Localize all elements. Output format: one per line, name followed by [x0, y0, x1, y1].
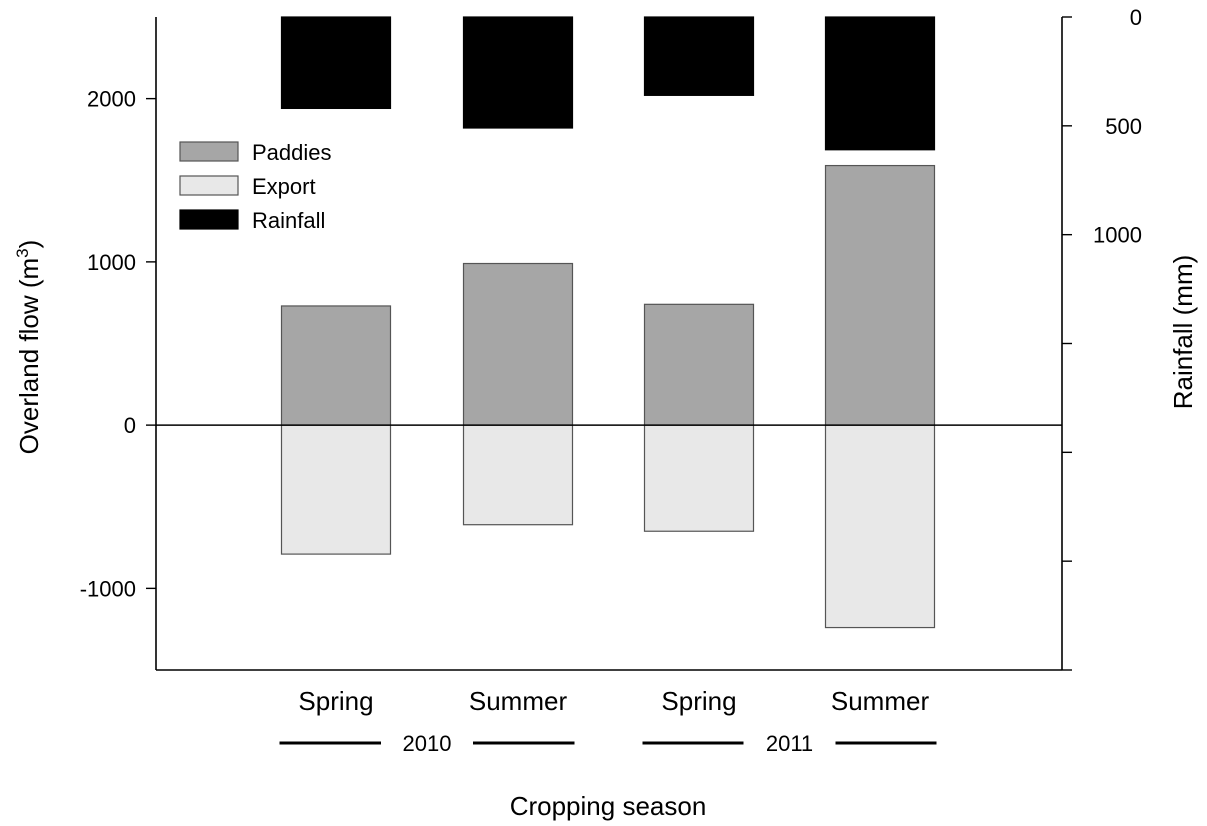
paddies-bar-1	[280, 305, 392, 426]
legend-swatch-export	[179, 175, 239, 196]
rainfall-bar-3	[643, 16, 755, 96]
legend-label-rainfall: Rainfall	[252, 208, 325, 233]
legend-swatch-paddies	[179, 141, 239, 162]
left-tick-label-0: 0	[124, 413, 136, 438]
legend-swatch-rainfall	[179, 209, 239, 230]
category-label-4: Summer	[831, 686, 930, 716]
export-bar-3	[643, 424, 755, 532]
paddies-bar-2	[462, 262, 574, 426]
legend-label-paddies: Paddies	[252, 140, 332, 165]
left-axis-title: Overland flow (m3)	[13, 240, 44, 455]
left-axis-title-suffix: )	[14, 240, 44, 249]
category-label-2: Summer	[469, 686, 568, 716]
rainfall-bar-4	[824, 16, 936, 151]
legend: Paddies Export Rainfall	[179, 140, 332, 233]
rainfall-bar-2	[462, 16, 574, 129]
ticks-layer: -1000 0 1000 2000 0 500 1000	[80, 5, 1142, 671]
left-axis-title-superscript: 3	[13, 248, 32, 257]
paddies-bar-4	[824, 164, 936, 426]
bars-layer	[280, 16, 936, 629]
right-tick-label-1000: 1000	[1093, 223, 1142, 248]
right-tick-label-0: 0	[1130, 5, 1142, 30]
export-bar-4	[824, 424, 936, 629]
category-label-3: Spring	[661, 686, 736, 716]
category-label-1: Spring	[298, 686, 373, 716]
year-group-labels: 2010 2011	[279, 731, 937, 756]
export-bar-1	[280, 424, 392, 555]
category-labels: Spring Summer Spring Summer	[298, 686, 929, 716]
rainfall-bar-1	[280, 16, 392, 110]
legend-label-export: Export	[252, 174, 316, 199]
right-axis-title: Rainfall (mm)	[1168, 255, 1198, 410]
left-tick-label-2000: 2000	[87, 87, 136, 112]
right-tick-label-500: 500	[1105, 114, 1142, 139]
x-axis-title: Cropping season	[510, 791, 707, 821]
group-label-2010: 2010	[403, 731, 452, 756]
group-label-2011: 2011	[766, 731, 813, 756]
left-tick-label-1000: 1000	[87, 250, 136, 275]
left-tick-label--1000: -1000	[80, 576, 136, 601]
paddies-bar-3	[643, 303, 755, 426]
export-bar-2	[462, 424, 574, 526]
